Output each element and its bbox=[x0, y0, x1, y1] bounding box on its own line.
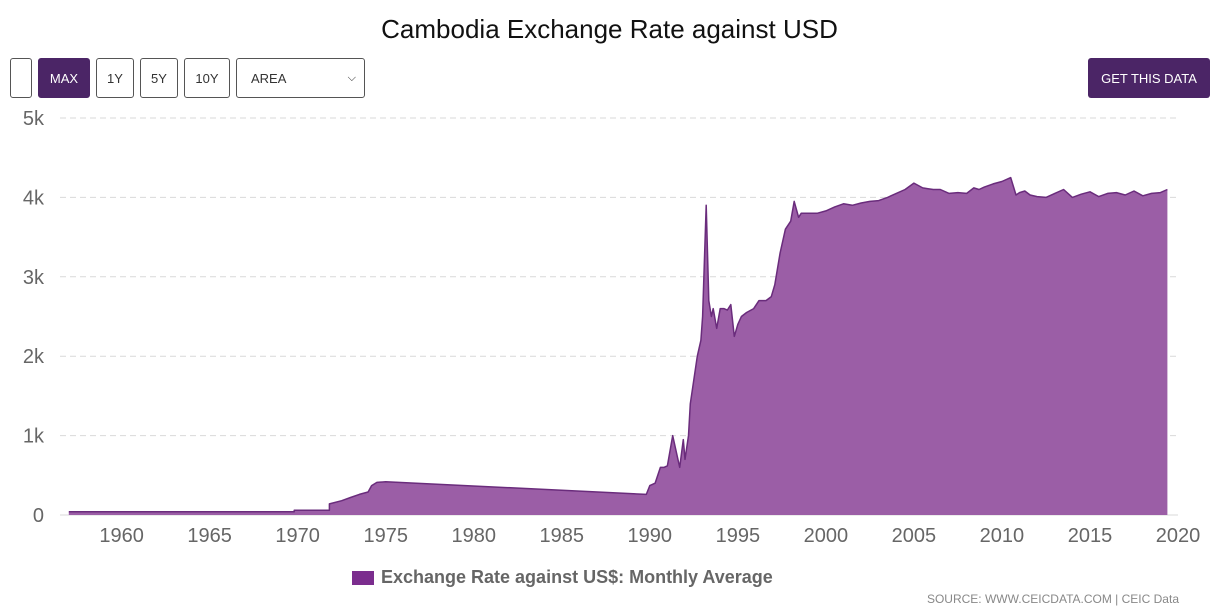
y-tick-label: 0 bbox=[33, 505, 44, 527]
chart-type-select[interactable]: AREA ⌵ bbox=[236, 58, 365, 98]
x-tick-label: 2020 bbox=[1156, 525, 1201, 547]
x-tick-label: 2000 bbox=[804, 525, 849, 547]
x-tick-label: 1960 bbox=[99, 525, 144, 547]
range-1y-button[interactable]: 1Y bbox=[96, 58, 134, 98]
legend-label: Exchange Rate against US$: Monthly Avera… bbox=[381, 567, 773, 587]
range-10y-button[interactable]: 10Y bbox=[184, 58, 230, 98]
range-5y-button[interactable]: 5Y bbox=[140, 58, 178, 98]
x-tick-label: 1985 bbox=[540, 525, 585, 547]
series-area bbox=[68, 176, 1168, 515]
x-tick-label: 1990 bbox=[628, 525, 673, 547]
x-tick-label: 1970 bbox=[275, 525, 320, 547]
y-tick-label: 1k bbox=[23, 426, 45, 448]
range-toolbar: MAX 1Y 5Y 10Y AREA ⌵ bbox=[10, 58, 365, 98]
y-tick-label: 3k bbox=[23, 267, 45, 289]
legend-item[interactable]: Exchange Rate against US$: Monthly Avera… bbox=[352, 567, 773, 588]
x-tick-label: 2005 bbox=[892, 525, 937, 547]
get-this-data-button[interactable]: GET THIS DATA bbox=[1088, 58, 1210, 98]
chart-type-selected-value: AREA bbox=[251, 70, 287, 86]
y-axis: 0 1k 2k 3k 4k 5k bbox=[23, 108, 45, 527]
x-tick-label: 1995 bbox=[716, 525, 761, 547]
x-tick-label: 1965 bbox=[187, 525, 232, 547]
x-tick-label: 2010 bbox=[980, 525, 1025, 547]
y-tick-label: 2k bbox=[23, 346, 45, 368]
source-note: SOURCE: WWW.CEICDATA.COM | CEIC Data bbox=[926, 592, 1179, 606]
series-area-fill bbox=[68, 177, 1168, 515]
y-tick-label: 4k bbox=[23, 187, 45, 209]
blank-button[interactable] bbox=[10, 58, 32, 98]
y-tick-label: 5k bbox=[23, 108, 45, 130]
x-tick-label: 1980 bbox=[451, 525, 496, 547]
x-tick-label: 1975 bbox=[363, 525, 408, 547]
x-axis: 1960 1965 1970 1975 1980 1985 1990 1995 2000 2005… bbox=[99, 525, 1200, 547]
series-line bbox=[68, 176, 1168, 513]
max-range-button[interactable]: MAX bbox=[38, 58, 90, 98]
chart-title: Cambodia Exchange Rate against USD bbox=[381, 14, 838, 44]
legend-swatch bbox=[352, 570, 374, 585]
x-tick-label: 2015 bbox=[1068, 525, 1113, 547]
chevron-down-icon: ⌵ bbox=[347, 71, 356, 84]
